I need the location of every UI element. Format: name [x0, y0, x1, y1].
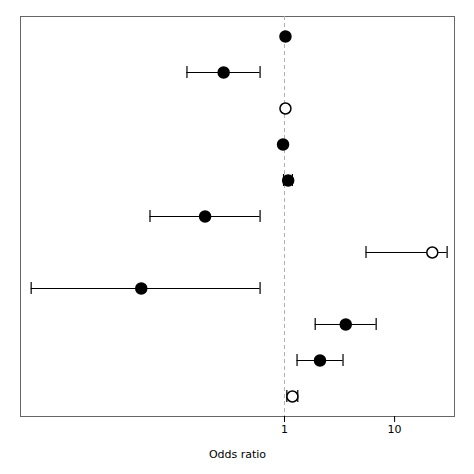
svg-text:10: 10 [388, 423, 402, 436]
svg-text:Odds ratio: Odds ratio [209, 448, 266, 461]
svg-text:1: 1 [281, 423, 288, 436]
